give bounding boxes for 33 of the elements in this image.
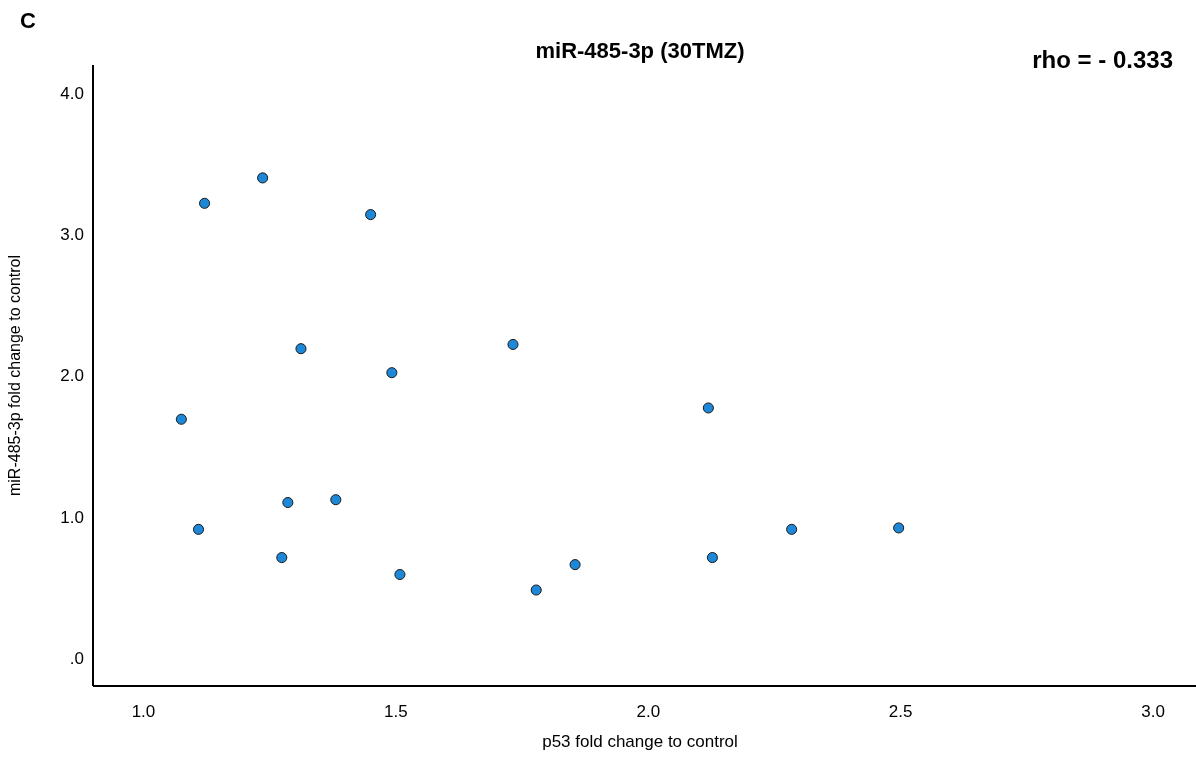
point <box>569 559 581 571</box>
point <box>330 494 342 506</box>
y-axis-title: miR-485-3p fold change to control <box>6 254 23 497</box>
point <box>175 413 187 425</box>
x-tick-label: 3.0 <box>1141 702 1165 721</box>
point <box>507 338 519 350</box>
point <box>893 522 905 534</box>
point <box>276 552 288 564</box>
point <box>394 568 406 581</box>
point <box>786 523 798 535</box>
y-tick-label: 3.0 <box>60 225 84 245</box>
x-tick-label: 2.5 <box>888 702 913 721</box>
point <box>530 584 542 596</box>
point <box>386 367 398 379</box>
point <box>365 209 377 221</box>
y-tick-label: 4.0 <box>60 84 84 104</box>
point <box>702 402 714 414</box>
chart-title: miR-485-3p (30TMZ) <box>535 38 745 63</box>
point <box>706 552 718 564</box>
y-tick-label: 2.0 <box>60 366 84 386</box>
point <box>257 172 269 184</box>
point <box>295 343 307 355</box>
x-tick-label: 2.0 <box>636 702 661 721</box>
point <box>199 197 211 209</box>
y-tick-label: 1.0 <box>60 507 84 527</box>
y-tick-label: .0 <box>69 648 84 668</box>
point <box>192 523 205 535</box>
annotation: rho = - 0.333 <box>1032 46 1173 73</box>
x-axis-title: p53 fold change to control <box>542 732 738 751</box>
text: C <box>20 8 36 33</box>
x-tick-label: 1.5 <box>384 702 408 721</box>
point <box>282 496 294 509</box>
x-tick-label: 1.0 <box>131 702 156 721</box>
